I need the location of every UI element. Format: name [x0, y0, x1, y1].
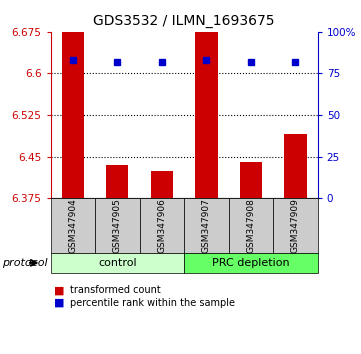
Title: GDS3532 / ILMN_1693675: GDS3532 / ILMN_1693675	[93, 14, 275, 28]
Bar	[195, 32, 217, 198]
Text: GSM347905: GSM347905	[113, 198, 122, 253]
Bar	[284, 135, 306, 198]
Text: transformed count: transformed count	[70, 285, 161, 295]
Text: PRC depletion: PRC depletion	[212, 258, 290, 268]
Text: GSM347907: GSM347907	[202, 198, 211, 253]
Text: GSM347904: GSM347904	[68, 198, 77, 253]
Bar	[62, 32, 84, 198]
Text: percentile rank within the sample: percentile rank within the sample	[70, 298, 235, 308]
Text: control: control	[98, 258, 136, 268]
Bar	[240, 162, 262, 198]
Bar	[151, 171, 173, 198]
Text: ■: ■	[54, 285, 65, 295]
Text: ■: ■	[54, 298, 65, 308]
Text: GSM347906: GSM347906	[157, 198, 166, 253]
Text: GSM347909: GSM347909	[291, 198, 300, 253]
Bar	[106, 165, 129, 198]
Text: protocol: protocol	[2, 258, 47, 268]
Text: GSM347908: GSM347908	[247, 198, 255, 253]
